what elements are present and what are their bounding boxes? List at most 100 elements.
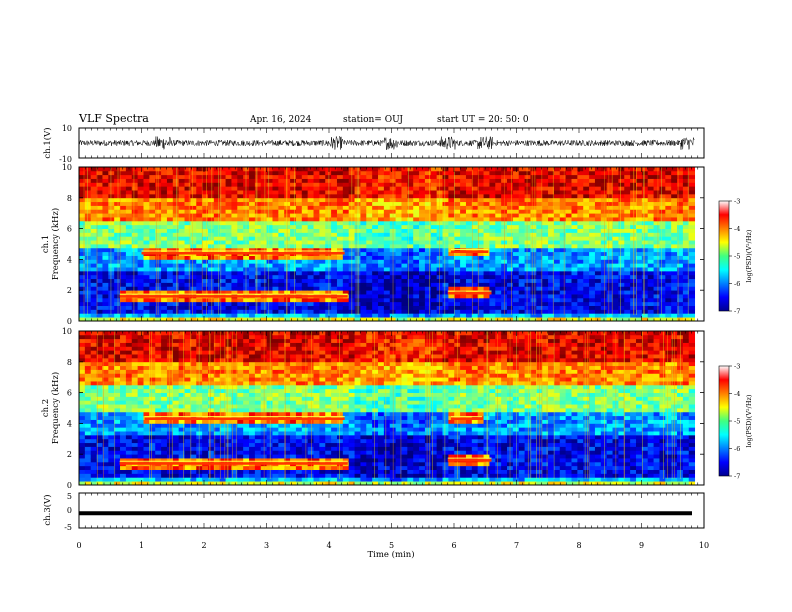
ch1-spec-cell	[120, 186, 127, 191]
ch1-spec-column	[219, 167, 226, 322]
ch1-spec-cell	[336, 290, 344, 295]
ch2-spec-cell	[102, 392, 109, 397]
ch1-spec-cell	[225, 213, 232, 218]
ch1-spec-cell	[448, 282, 455, 287]
ch1-spec-cell	[565, 247, 572, 253]
ch1-spec-cell	[114, 313, 121, 318]
ch2-spec-cell	[90, 338, 97, 343]
ch1-spec-cell	[372, 232, 379, 237]
ch2-spec-cell	[131, 431, 139, 436]
ch1-spec-cell	[249, 178, 256, 183]
ch1-spec-cell	[307, 236, 314, 241]
ch1-spec-cell	[378, 193, 385, 199]
ch1-spec-cell	[565, 178, 572, 183]
ch1-spec-cell	[307, 167, 314, 172]
ch1-spec-cell	[237, 236, 244, 241]
ch1-spec-cell	[682, 301, 690, 306]
ch1-spec-cell	[219, 255, 226, 260]
ch1-spec-cell	[477, 193, 484, 199]
ch1-spec-cell	[471, 305, 479, 310]
ch2-spec-cell	[96, 465, 103, 470]
ch1-spec-cell	[454, 167, 461, 172]
ch1-spec-cell	[577, 220, 584, 226]
ch2-spec-cell	[131, 384, 139, 390]
ch1-spec-cell	[682, 220, 690, 226]
ch1-spec-cell	[419, 178, 426, 183]
ch1-spec-cell	[125, 263, 133, 268]
ch1-spec-cell	[225, 305, 232, 310]
ch1-spec-cell	[659, 251, 666, 256]
ch1-spec-cell	[612, 286, 619, 291]
ch1-spec-cell	[571, 267, 578, 272]
ch1-spec-cell	[530, 228, 537, 233]
ch1-spec-cell	[536, 244, 543, 249]
ch1-spec-cell	[671, 286, 678, 291]
ch1-spec-cell	[79, 224, 86, 229]
ch2-spec-cell	[120, 465, 127, 470]
ch1-spec-cell	[548, 317, 555, 322]
ch1-spec-cell	[290, 170, 297, 176]
ch1-spec-cell	[612, 263, 619, 268]
ch1-spec-cell	[594, 170, 602, 176]
ch1-spec-cell	[413, 247, 420, 253]
ch1-spec-cell	[354, 317, 361, 322]
ch1-spec-cell	[172, 267, 180, 272]
ch1-spec-cell	[272, 267, 279, 272]
ch1-spec-cell	[647, 294, 654, 299]
ch1-spec-cell	[196, 263, 203, 268]
ch2-spec-cell	[84, 388, 92, 393]
ch1-spec-cell	[219, 209, 226, 214]
ch1-spec-cell	[366, 301, 373, 306]
ch1-spec-column	[565, 167, 572, 322]
ch1-spec-cell	[471, 178, 479, 183]
ch1-spec-cell	[647, 282, 654, 287]
ch1-spec-cell	[225, 267, 232, 272]
ch1-spec-cell	[442, 305, 449, 310]
ch1-spec-cell	[366, 297, 373, 303]
ch1-spec-cell	[125, 178, 133, 183]
ch1-spec-cell	[530, 294, 537, 299]
ch2-spec-cell	[114, 446, 121, 451]
ch2-spec-column	[96, 331, 103, 486]
ch2-spec-cell	[125, 450, 133, 455]
ch1-spec-cell	[536, 297, 543, 303]
ch1-spec-cell	[90, 232, 97, 237]
ch1-spec-cell	[454, 297, 461, 303]
ch1-spec-cell	[688, 297, 696, 303]
ch1-spec-cell	[600, 213, 608, 218]
ch1-spec-cell	[606, 236, 613, 241]
ch1-spec-cell	[166, 186, 174, 191]
ch1-spec-cell	[677, 305, 684, 310]
ch1-spec-cell	[583, 305, 590, 310]
ch1-spec-cell	[606, 263, 613, 268]
ch2-spec-cell	[79, 396, 86, 401]
ch1-spec-cell	[553, 251, 561, 256]
ch1-spec-cell	[594, 282, 602, 287]
ch1-spec-cell	[659, 282, 666, 287]
ch1-spec-cell	[372, 228, 379, 233]
ch1-spec-cell	[477, 305, 484, 310]
ch1-spec-cell	[571, 244, 578, 249]
ch1-spec-cell	[84, 270, 92, 276]
ch1-spec-cell	[120, 205, 127, 210]
ch1-spec-cell	[460, 263, 467, 268]
ch1-spec-cell	[383, 259, 391, 264]
ch1-spec-cell	[583, 213, 590, 218]
ch1-spec-cell	[671, 305, 678, 310]
ch1-spec-cell	[536, 236, 543, 241]
ch2-spec-cell	[137, 338, 144, 343]
ch1-spec-column	[465, 167, 473, 322]
ch1-spec-cell	[495, 170, 502, 176]
ch1-spec-cell	[295, 205, 303, 210]
ch1-spec-cell	[108, 197, 115, 203]
ch2-spec-cell	[155, 354, 162, 359]
ch2-spec-cell	[143, 438, 150, 444]
ch1-spec-cell	[131, 267, 139, 272]
ch2-spec-cell	[155, 469, 162, 474]
ch1-spec-cell	[260, 213, 268, 218]
ch1-spec-cell	[688, 286, 696, 291]
ch1-spec-cell	[454, 259, 461, 264]
ch1-spec-cell	[114, 255, 121, 260]
ch1-spec-cell	[419, 193, 426, 199]
ch1-spec-cell	[266, 255, 273, 260]
